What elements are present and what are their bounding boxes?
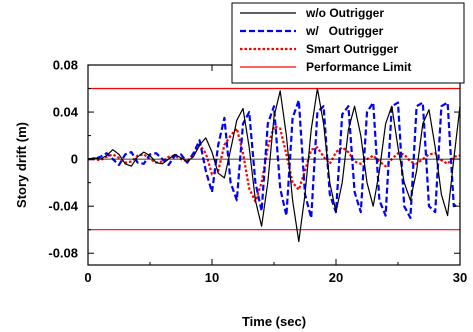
axes-layer: 0 10 20 30 -0.08 -0.04 0 0.04 0.08 (48, 58, 467, 286)
x-tick-label: 20 (329, 270, 343, 285)
series-line-w-o-outrigger (88, 87, 460, 243)
y-axis-label: Story drift (m) (14, 122, 29, 208)
series-layer (88, 87, 460, 243)
x-tick-label: 30 (453, 270, 467, 285)
legend-label: Performance Limit (306, 60, 411, 74)
y-tick-label: 0 (71, 152, 78, 167)
x-tick-label: 0 (84, 270, 91, 285)
y-tick-label: 0.08 (53, 58, 78, 73)
y-tick-label: -0.08 (48, 246, 78, 261)
x-axis-label: Time (sec) (242, 314, 306, 329)
legend-label: w/ Outrigger (305, 24, 384, 38)
legend-label: w/o Outrigger (305, 6, 384, 20)
legend-label: Smart Outrigger (306, 42, 398, 56)
x-tick-label: 10 (205, 270, 219, 285)
plot-frame (87, 64, 461, 266)
series-line-w-outrigger (88, 99, 460, 219)
legend: w/o Outrigger w/ Outrigger Smart Outrigger… (231, 2, 465, 84)
legend-box (231, 2, 465, 84)
series-line-smart-outrigger (88, 125, 460, 203)
y-tick-label: 0.04 (53, 105, 79, 120)
y-tick-label: -0.04 (48, 199, 78, 214)
